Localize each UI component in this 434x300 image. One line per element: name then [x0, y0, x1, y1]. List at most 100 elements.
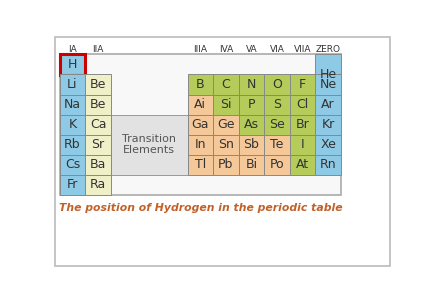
Bar	[290, 74, 316, 94]
Text: IA: IA	[68, 45, 77, 54]
Bar	[85, 94, 111, 115]
Bar	[187, 135, 213, 155]
Bar	[85, 135, 111, 155]
Text: Br: Br	[296, 118, 309, 131]
Bar	[187, 115, 213, 135]
Text: ZERO: ZERO	[316, 45, 341, 54]
Bar	[239, 94, 264, 115]
Text: B: B	[196, 78, 205, 91]
Bar	[316, 135, 341, 155]
Bar	[239, 115, 264, 135]
Bar	[85, 154, 111, 175]
Text: H: H	[68, 58, 77, 71]
Text: I: I	[301, 138, 304, 151]
Bar	[85, 175, 111, 195]
Bar	[59, 94, 85, 115]
Text: Sr: Sr	[92, 138, 105, 151]
Bar	[316, 115, 341, 135]
Text: Tl: Tl	[195, 158, 206, 171]
Text: S: S	[273, 98, 281, 111]
Text: IIIA: IIIA	[193, 45, 207, 54]
Text: Bi: Bi	[245, 158, 257, 171]
Bar	[213, 94, 239, 115]
Text: Transition
Elements: Transition Elements	[122, 134, 176, 155]
Text: P: P	[248, 98, 255, 111]
Bar	[59, 55, 85, 74]
Text: VIIA: VIIA	[294, 45, 311, 54]
Text: Si: Si	[220, 98, 232, 111]
Bar	[187, 94, 213, 115]
Text: The position of Hydrogen in the periodic table: The position of Hydrogen in the periodic…	[59, 203, 342, 214]
Bar	[213, 135, 239, 155]
Bar	[316, 55, 341, 94]
Bar	[290, 154, 316, 175]
Bar	[316, 154, 341, 175]
Bar	[59, 115, 85, 135]
Bar	[187, 154, 213, 175]
Text: Te: Te	[270, 138, 284, 151]
Bar	[213, 74, 239, 94]
Text: VA: VA	[246, 45, 257, 54]
Text: Li: Li	[67, 78, 78, 91]
Text: VIA: VIA	[270, 45, 285, 54]
Text: Ne: Ne	[320, 78, 337, 91]
Text: Pb: Pb	[218, 158, 233, 171]
Bar	[264, 115, 290, 135]
Bar	[264, 154, 290, 175]
Text: Cs: Cs	[65, 158, 80, 171]
Text: Rb: Rb	[64, 138, 81, 151]
Bar	[187, 74, 213, 94]
Text: Ba: Ba	[90, 158, 106, 171]
Bar	[59, 175, 85, 195]
Text: Fr: Fr	[67, 178, 78, 191]
Text: Be: Be	[90, 78, 106, 91]
Text: Rn: Rn	[320, 158, 336, 171]
Text: Sn: Sn	[218, 138, 234, 151]
Bar	[239, 154, 264, 175]
Text: IVA: IVA	[219, 45, 233, 54]
Bar	[85, 115, 111, 135]
Bar	[59, 55, 341, 195]
Bar	[264, 74, 290, 94]
Text: N: N	[247, 78, 256, 91]
Bar	[85, 74, 111, 94]
Text: Ge: Ge	[217, 118, 235, 131]
Text: Cl: Cl	[296, 98, 309, 111]
Text: Po: Po	[270, 158, 284, 171]
Text: Kr: Kr	[322, 118, 335, 131]
Bar	[239, 74, 264, 94]
Text: Ar: Ar	[322, 98, 335, 111]
Bar	[264, 94, 290, 115]
Text: Ai: Ai	[194, 98, 206, 111]
Bar	[59, 74, 85, 94]
Text: Sb: Sb	[243, 138, 260, 151]
Text: Se: Se	[269, 118, 285, 131]
Text: As: As	[244, 118, 259, 131]
Text: Xe: Xe	[320, 138, 336, 151]
Text: At: At	[296, 158, 309, 171]
Bar	[316, 74, 341, 94]
Bar	[264, 135, 290, 155]
Text: Be: Be	[90, 98, 106, 111]
Text: In: In	[194, 138, 206, 151]
Text: O: O	[272, 78, 282, 91]
Text: Ga: Ga	[191, 118, 209, 131]
Bar	[213, 115, 239, 135]
Bar	[290, 94, 316, 115]
Bar	[59, 154, 85, 175]
Bar	[111, 115, 187, 175]
Text: Na: Na	[64, 98, 81, 111]
Text: Ra: Ra	[90, 178, 106, 191]
Text: K: K	[69, 118, 76, 131]
Bar	[316, 94, 341, 115]
Text: F: F	[299, 78, 306, 91]
Bar	[239, 135, 264, 155]
Text: C: C	[221, 78, 230, 91]
Text: IIA: IIA	[92, 45, 104, 54]
Bar	[290, 115, 316, 135]
Bar	[59, 135, 85, 155]
Bar	[290, 135, 316, 155]
Bar	[213, 154, 239, 175]
Text: He: He	[320, 68, 337, 81]
Text: Ca: Ca	[90, 118, 106, 131]
